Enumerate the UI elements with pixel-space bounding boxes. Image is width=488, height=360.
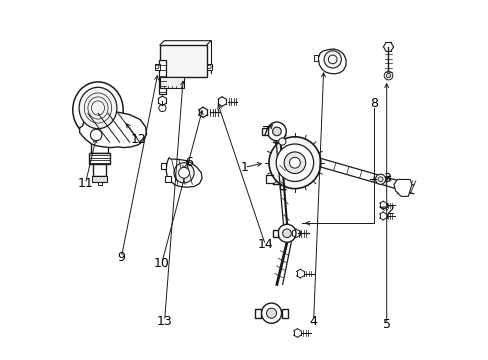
Polygon shape xyxy=(92,164,106,176)
Text: 6: 6 xyxy=(184,156,192,168)
Polygon shape xyxy=(92,176,107,182)
Polygon shape xyxy=(164,176,170,182)
Ellipse shape xyxy=(79,87,117,129)
Polygon shape xyxy=(89,153,110,164)
Circle shape xyxy=(174,163,194,183)
Polygon shape xyxy=(272,230,277,237)
Polygon shape xyxy=(261,128,267,135)
Text: 11: 11 xyxy=(77,177,93,190)
Circle shape xyxy=(277,224,295,242)
Text: 5: 5 xyxy=(382,318,390,330)
Circle shape xyxy=(386,73,390,78)
Circle shape xyxy=(384,71,392,80)
Bar xyxy=(159,60,166,94)
Polygon shape xyxy=(281,309,287,318)
Polygon shape xyxy=(314,55,318,61)
Text: 14: 14 xyxy=(257,238,273,251)
Circle shape xyxy=(178,167,189,178)
Circle shape xyxy=(159,104,166,112)
Polygon shape xyxy=(255,309,261,318)
Circle shape xyxy=(268,137,320,189)
Text: 1: 1 xyxy=(240,161,248,174)
Circle shape xyxy=(272,127,281,136)
Ellipse shape xyxy=(73,82,123,138)
Polygon shape xyxy=(80,111,146,148)
Text: 2: 2 xyxy=(386,204,393,217)
Circle shape xyxy=(267,122,285,141)
Circle shape xyxy=(207,65,211,69)
Text: 12: 12 xyxy=(130,133,146,146)
Circle shape xyxy=(324,51,341,68)
Bar xyxy=(160,77,184,88)
Circle shape xyxy=(90,129,102,141)
Polygon shape xyxy=(98,182,102,185)
Circle shape xyxy=(328,55,336,64)
Bar xyxy=(160,45,206,77)
Circle shape xyxy=(278,138,285,145)
Text: 4: 4 xyxy=(309,315,317,328)
Circle shape xyxy=(282,229,291,238)
Circle shape xyxy=(266,308,276,318)
Circle shape xyxy=(289,157,300,168)
Polygon shape xyxy=(91,137,107,153)
Text: 13: 13 xyxy=(156,315,172,328)
Polygon shape xyxy=(320,158,413,194)
Bar xyxy=(154,64,160,70)
Circle shape xyxy=(261,303,281,323)
Text: 3: 3 xyxy=(382,172,390,185)
Polygon shape xyxy=(166,158,202,187)
Circle shape xyxy=(377,177,382,182)
Bar xyxy=(206,64,212,70)
Circle shape xyxy=(155,65,159,69)
Polygon shape xyxy=(276,242,291,284)
Text: 8: 8 xyxy=(369,97,377,110)
Text: 10: 10 xyxy=(153,257,169,270)
Polygon shape xyxy=(318,49,346,74)
Circle shape xyxy=(375,174,385,184)
Polygon shape xyxy=(161,163,166,169)
Polygon shape xyxy=(393,179,411,196)
Circle shape xyxy=(276,144,313,181)
Text: 9: 9 xyxy=(117,251,125,264)
Text: 7: 7 xyxy=(262,125,269,138)
Circle shape xyxy=(284,152,305,174)
